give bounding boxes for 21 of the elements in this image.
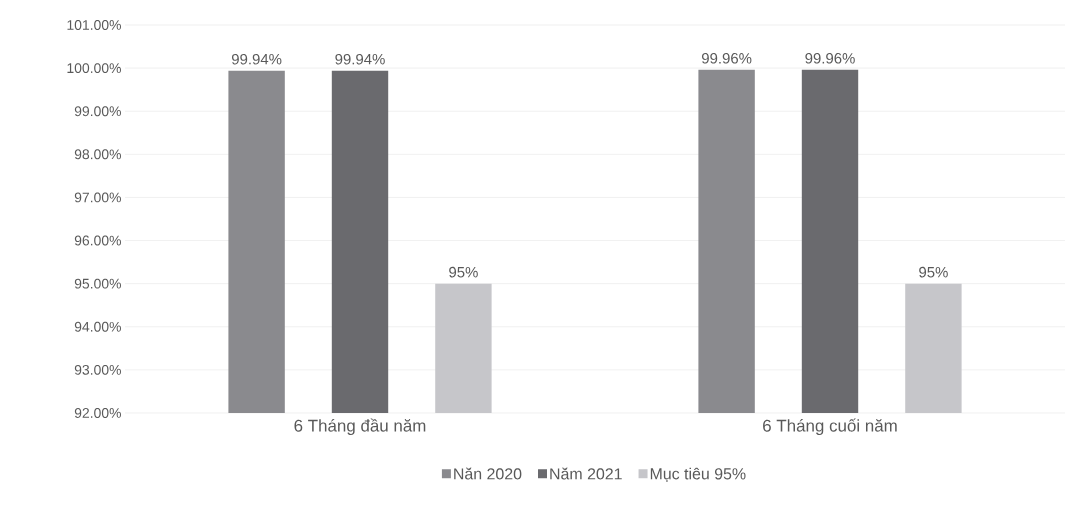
data-label: 95%	[919, 266, 948, 278]
data-label: 95%	[449, 266, 478, 278]
legend-label: Mục tiêu 95%	[650, 467, 746, 482]
y-tick-label: 94.00%	[74, 321, 121, 332]
y-tick-label: 100.00%	[67, 63, 121, 74]
y-tick-label: 101.00%	[67, 20, 121, 30]
y-tick-label: 93.00%	[74, 364, 121, 375]
y-tick-label: 98.00%	[74, 149, 121, 160]
legend-label: Năm 2021	[550, 467, 622, 480]
y-tick-label: 92.00%	[74, 408, 121, 418]
x-tick-label: 6 Tháng đầu năm	[294, 418, 426, 436]
x-tick-label: 6 Tháng cuối năm	[763, 418, 897, 436]
y-tick-label: 96.00%	[74, 235, 121, 246]
data-label: 99.96%	[701, 53, 752, 64]
y-tick-label: 95.00%	[74, 278, 121, 289]
data-label: 99.96%	[805, 53, 855, 64]
data-label: 99.94%	[335, 53, 385, 65]
data-label: 99.94%	[231, 53, 282, 65]
y-tick-label: 99.00%	[74, 106, 121, 117]
y-tick-label: 97.00%	[74, 192, 121, 203]
legend-label: Năn 2020	[454, 467, 522, 480]
